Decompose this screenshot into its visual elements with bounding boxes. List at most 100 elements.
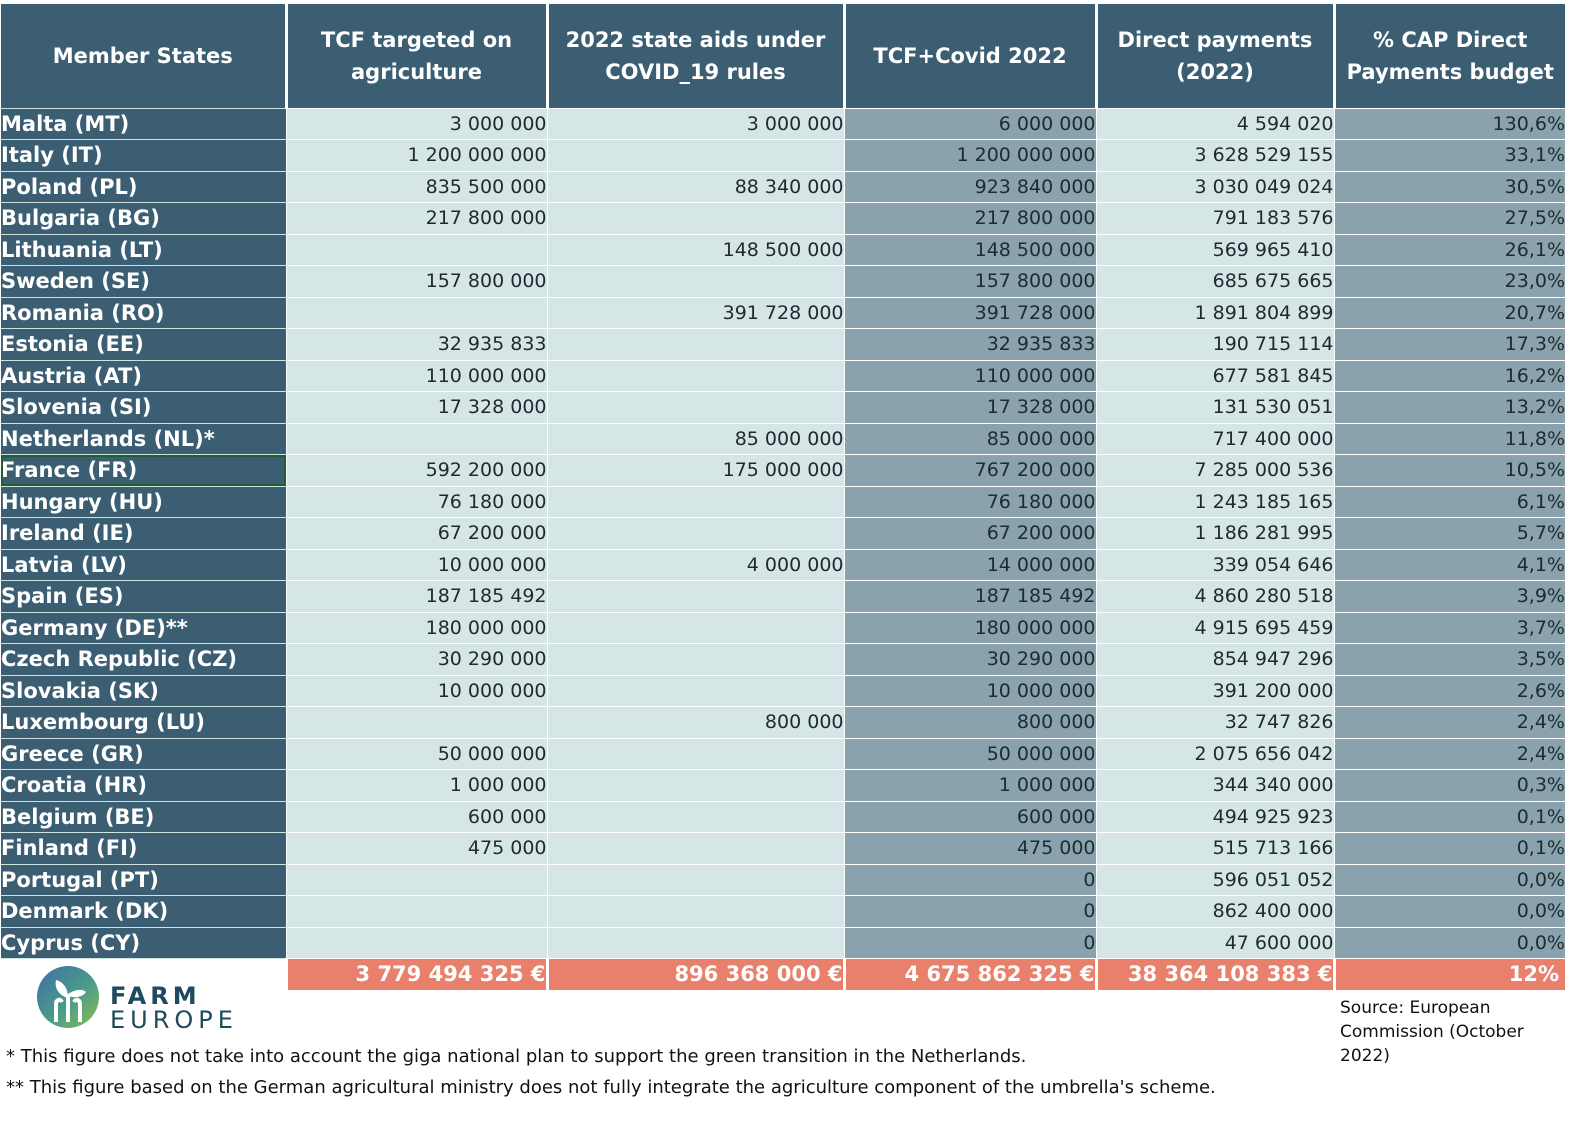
tcf-cell[interactable]: 217 800 000	[285, 202, 547, 235]
covid-cell[interactable]: 391 728 000	[546, 296, 844, 329]
tcf-cell[interactable]	[285, 296, 547, 329]
covid-cell[interactable]	[546, 800, 844, 833]
covid-cell[interactable]	[546, 265, 844, 298]
covid-cell[interactable]: 175 000 000	[546, 454, 844, 487]
covid-cell[interactable]	[546, 643, 844, 676]
tcf-covid-cell[interactable]: 76 180 000	[843, 485, 1096, 518]
member-state-cell[interactable]: Ireland (IE)	[1, 517, 286, 550]
member-state-cell[interactable]: Netherlands (NL)*	[1, 422, 286, 455]
header-tcf-covid-total[interactable]: TCF+Covid 2022	[844, 4, 1098, 108]
direct-payments-cell[interactable]: 3 628 529 155	[1095, 139, 1334, 172]
tcf-covid-cell[interactable]: 67 200 000	[843, 517, 1096, 550]
tcf-covid-cell[interactable]: 800 000	[843, 706, 1096, 739]
cap-percent-cell[interactable]: 2,6%	[1333, 674, 1565, 707]
cap-percent-cell[interactable]: 11,8%	[1333, 422, 1565, 455]
cap-percent-cell[interactable]: 0,1%	[1333, 832, 1565, 865]
cap-percent-cell[interactable]: 5,7%	[1333, 517, 1565, 550]
tcf-cell[interactable]: 76 180 000	[285, 485, 547, 518]
header-covid-state-aids[interactable]: 2022 state aids under COVID_19 rules	[547, 4, 846, 108]
covid-cell[interactable]	[546, 359, 844, 392]
covid-cell[interactable]: 3 000 000	[546, 107, 844, 140]
cap-percent-cell[interactable]: 20,7%	[1333, 296, 1565, 329]
covid-cell[interactable]	[546, 517, 844, 550]
tcf-covid-cell[interactable]: 0	[843, 926, 1096, 959]
tcf-covid-cell[interactable]: 0	[843, 895, 1096, 928]
header-tcf-agriculture[interactable]: TCF targeted on agriculture	[286, 4, 549, 108]
covid-cell[interactable]	[546, 832, 844, 865]
direct-payments-cell[interactable]: 190 715 114	[1095, 328, 1334, 361]
cap-percent-cell[interactable]: 3,5%	[1333, 643, 1565, 676]
total-tcf-covid[interactable]: 4 675 862 325 €	[842, 958, 1096, 990]
covid-cell[interactable]	[546, 926, 844, 959]
member-state-cell[interactable]: Denmark (DK)	[1, 895, 286, 928]
member-state-cell[interactable]: Sweden (SE)	[1, 265, 286, 298]
tcf-cell[interactable]	[285, 926, 547, 959]
total-direct-payments[interactable]: 38 364 108 383 €	[1094, 958, 1334, 990]
tcf-covid-cell[interactable]: 17 328 000	[843, 391, 1096, 424]
tcf-cell[interactable]: 592 200 000	[285, 454, 547, 487]
member-state-cell[interactable]: Austria (AT)	[1, 359, 286, 392]
tcf-cell[interactable]: 10 000 000	[285, 548, 547, 581]
cap-percent-cell[interactable]: 2,4%	[1333, 737, 1565, 770]
header-member-states[interactable]: Member States	[1, 4, 288, 108]
tcf-covid-cell[interactable]: 1 000 000	[843, 769, 1096, 802]
covid-cell[interactable]	[546, 769, 844, 802]
member-state-cell[interactable]: Latvia (LV)	[1, 548, 286, 581]
tcf-cell[interactable]	[285, 422, 547, 455]
tcf-cell[interactable]: 180 000 000	[285, 611, 547, 644]
direct-payments-cell[interactable]: 515 713 166	[1095, 832, 1334, 865]
tcf-cell[interactable]: 187 185 492	[285, 580, 547, 613]
covid-cell[interactable]	[546, 139, 844, 172]
covid-cell[interactable]: 800 000	[546, 706, 844, 739]
cap-percent-cell[interactable]: 4,1%	[1333, 548, 1565, 581]
header-direct-payments[interactable]: Direct payments (2022)	[1096, 4, 1336, 108]
cap-percent-cell[interactable]: 0,0%	[1333, 926, 1565, 959]
covid-cell[interactable]	[546, 328, 844, 361]
cap-percent-cell[interactable]: 2,4%	[1333, 706, 1565, 739]
tcf-cell[interactable]	[285, 233, 547, 266]
tcf-covid-cell[interactable]: 148 500 000	[843, 233, 1096, 266]
tcf-cell[interactable]: 30 290 000	[285, 643, 547, 676]
covid-cell[interactable]	[546, 202, 844, 235]
direct-payments-cell[interactable]: 596 051 052	[1095, 863, 1334, 896]
direct-payments-cell[interactable]: 862 400 000	[1095, 895, 1334, 928]
tcf-covid-cell[interactable]: 10 000 000	[843, 674, 1096, 707]
member-state-cell[interactable]: Belgium (BE)	[1, 800, 286, 833]
total-tcf[interactable]: 3 779 494 325 €	[284, 958, 547, 990]
cap-percent-cell[interactable]: 3,7%	[1333, 611, 1565, 644]
direct-payments-cell[interactable]: 7 285 000 536	[1095, 454, 1334, 487]
tcf-cell[interactable]: 17 328 000	[285, 391, 547, 424]
covid-cell[interactable]	[546, 863, 844, 896]
covid-cell[interactable]: 4 000 000	[546, 548, 844, 581]
direct-payments-cell[interactable]: 1 186 281 995	[1095, 517, 1334, 550]
covid-cell[interactable]	[546, 580, 844, 613]
tcf-covid-cell[interactable]: 767 200 000	[843, 454, 1096, 487]
direct-payments-cell[interactable]: 32 747 826	[1095, 706, 1334, 739]
direct-payments-cell[interactable]: 4 915 695 459	[1095, 611, 1334, 644]
cap-percent-cell[interactable]: 26,1%	[1333, 233, 1565, 266]
member-state-cell[interactable]: Italy (IT)	[1, 139, 286, 172]
covid-cell[interactable]	[546, 391, 844, 424]
tcf-cell[interactable]	[285, 895, 547, 928]
member-state-cell[interactable]: Portugal (PT)	[1, 863, 286, 896]
direct-payments-cell[interactable]: 685 675 665	[1095, 265, 1334, 298]
cap-percent-cell[interactable]: 6,1%	[1333, 485, 1565, 518]
direct-payments-cell[interactable]: 4 594 020	[1095, 107, 1334, 140]
tcf-covid-cell[interactable]: 217 800 000	[843, 202, 1096, 235]
tcf-covid-cell[interactable]: 32 935 833	[843, 328, 1096, 361]
tcf-covid-cell[interactable]: 30 290 000	[843, 643, 1096, 676]
covid-cell[interactable]: 148 500 000	[546, 233, 844, 266]
member-state-cell[interactable]: Hungary (HU)	[1, 485, 286, 518]
member-state-cell[interactable]: France (FR)	[1, 454, 286, 487]
direct-payments-cell[interactable]: 344 340 000	[1095, 769, 1334, 802]
tcf-covid-cell[interactable]: 6 000 000	[843, 107, 1096, 140]
tcf-covid-cell[interactable]: 14 000 000	[843, 548, 1096, 581]
member-state-cell[interactable]: Croatia (HR)	[1, 769, 286, 802]
covid-cell[interactable]	[546, 674, 844, 707]
member-state-cell[interactable]: Slovakia (SK)	[1, 674, 286, 707]
member-state-cell[interactable]: Czech Republic (CZ)	[1, 643, 286, 676]
member-state-cell[interactable]: Romania (RO)	[1, 296, 286, 329]
tcf-covid-cell[interactable]: 50 000 000	[843, 737, 1096, 770]
cap-percent-cell[interactable]: 23,0%	[1333, 265, 1565, 298]
tcf-cell[interactable]: 110 000 000	[285, 359, 547, 392]
